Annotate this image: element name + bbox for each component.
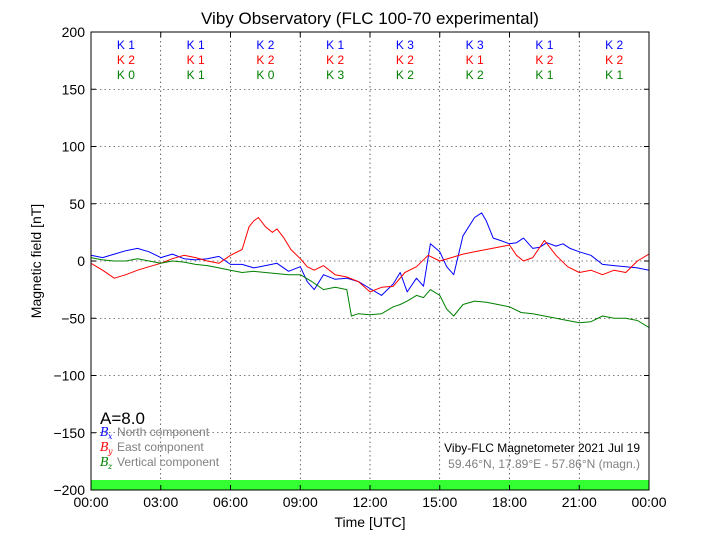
k-index-value: K 3 xyxy=(466,38,484,52)
k-index-value: K 1 xyxy=(466,53,484,67)
k-index-value: K 1 xyxy=(187,68,205,82)
legend-symbol: B xyxy=(99,425,109,439)
k-index-value: K 3 xyxy=(326,68,344,82)
k-index-value: K 1 xyxy=(535,68,553,82)
series-line-1 xyxy=(90,212,650,296)
x-tick-label: 00:00 xyxy=(73,494,108,510)
y-tick-label: −50 xyxy=(61,310,85,326)
legend-label: North component xyxy=(117,425,210,439)
x-tick-label: 12:00 xyxy=(352,494,387,510)
x-tick-label: 06:00 xyxy=(213,494,248,510)
legend-symbol: B xyxy=(99,455,109,469)
y-tick-label: 50 xyxy=(69,196,85,212)
legend-symbol-subscript: y xyxy=(107,447,113,456)
x-tick-label: 09:00 xyxy=(283,494,318,510)
k-index-value: K 1 xyxy=(326,38,344,52)
x-tick-label: 21:00 xyxy=(562,494,597,510)
y-tick-label: 150 xyxy=(62,81,86,97)
x-tick-label: 15:00 xyxy=(422,494,457,510)
axis-ticks: 00:00 03:00 06:00 09:00 12:00 15:00 18:00 21:00… xyxy=(53,24,666,510)
y-tick-label: 100 xyxy=(62,139,86,155)
legend-symbol: B xyxy=(99,440,109,454)
k-index-value: K 2 xyxy=(117,53,135,67)
k-index-value: K 2 xyxy=(396,53,414,67)
k-index-value: K 1 xyxy=(535,38,553,52)
k-index-value: K 0 xyxy=(117,68,135,82)
k-index-value: K 2 xyxy=(256,53,274,67)
x-axis-label: Time [UTC] xyxy=(334,514,405,530)
k-index-value: K 1 xyxy=(187,53,205,67)
x-tick-label: 18:00 xyxy=(492,494,527,510)
y-tick-label: −150 xyxy=(53,425,85,441)
k-index-value: K 2 xyxy=(466,68,484,82)
location-info: 59.46°N, 17.89°E - 57.86°N (magn.) xyxy=(448,457,640,471)
k-index-value: K 2 xyxy=(535,53,553,67)
y-tick-label: −200 xyxy=(53,482,85,498)
chart-title: Viby Observatory (FLC 100-70 experimenta… xyxy=(201,9,539,28)
k-index-value: K 3 xyxy=(396,38,414,52)
series-line-2 xyxy=(90,217,650,293)
y-tick-label: 200 xyxy=(62,24,86,40)
k-index-value: K 1 xyxy=(605,68,623,82)
k-index-value: K 2 xyxy=(396,68,414,82)
a-index-label: A=8.0 xyxy=(100,409,145,428)
x-tick-label: 00:00 xyxy=(631,494,666,510)
legend-symbol-subscript: z xyxy=(107,462,113,471)
legend-label: East component xyxy=(117,440,204,454)
instrument-info: Viby-FLC Magnetometer 2021 Jul 19 xyxy=(444,441,640,455)
k-index-value: K 2 xyxy=(256,38,274,52)
k-index-value: K 2 xyxy=(326,53,344,67)
y-tick-label: 0 xyxy=(77,253,85,269)
k-index-value: K 1 xyxy=(187,38,205,52)
k-index-value: K 2 xyxy=(605,38,623,52)
series-line-3 xyxy=(90,257,650,328)
legend-symbol-subscript: x xyxy=(108,432,113,441)
k-index-value: K 1 xyxy=(117,38,135,52)
x-tick-label: 03:00 xyxy=(143,494,178,510)
y-tick-label: −100 xyxy=(53,368,85,384)
k-index-value: K 2 xyxy=(605,53,623,67)
y-axis-label: Magnetic field [nT] xyxy=(28,204,44,318)
series-layer xyxy=(90,212,650,328)
legend-label: Vertical component xyxy=(117,455,220,469)
k-index-value: K 0 xyxy=(256,68,274,82)
